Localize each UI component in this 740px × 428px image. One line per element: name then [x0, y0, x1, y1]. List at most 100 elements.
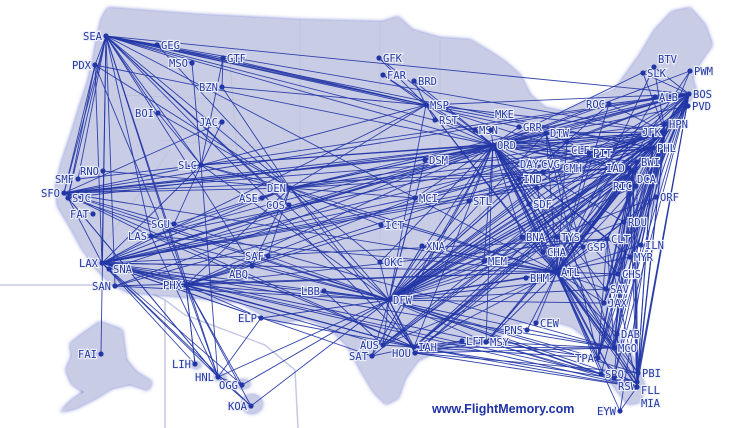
- airport-dot: [627, 254, 633, 260]
- airport-label: DSM: [429, 155, 448, 167]
- airport-label: CMH: [563, 163, 582, 175]
- route-den-mci: [289, 187, 416, 199]
- route-ord-alb: [492, 96, 656, 146]
- route-dfw-msy: [388, 299, 487, 343]
- watermark-text[interactable]: www.FlightMemory.com: [432, 402, 575, 416]
- airport-sjc: SJC: [65, 192, 92, 206]
- route-alb-bos: [654, 93, 690, 98]
- route-atl-cvg: [536, 187, 558, 273]
- airport-dot: [621, 219, 627, 225]
- route-boi-den: [157, 112, 291, 189]
- airport-dot: [564, 139, 570, 145]
- route-dfw-okc: [379, 261, 390, 301]
- route-slc-hnl: [200, 164, 219, 378]
- route-slc-msp: [200, 104, 427, 166]
- airport-dot: [523, 275, 529, 281]
- airport-dot: [634, 159, 640, 165]
- route-lax-mco: [101, 262, 615, 349]
- route-den-dfw: [289, 187, 390, 301]
- route-ogg-dfw: [241, 299, 390, 386]
- airport-msy: MSY: [483, 336, 511, 350]
- airport-dot: [651, 64, 657, 70]
- route-iah-lft: [413, 340, 463, 348]
- airport-dot: [483, 339, 489, 345]
- route-bzn-msp: [221, 86, 427, 106]
- route-atl-pns: [526, 271, 558, 331]
- route-iah-phx: [185, 284, 415, 348]
- airport-jax: JAX: [601, 297, 629, 311]
- airport-label: DEN: [267, 183, 286, 195]
- route-bos-rdu: [623, 93, 690, 223]
- route-jfk-cvg: [536, 131, 666, 189]
- airport-ord: ORD: [490, 139, 517, 153]
- airport-eyw: EYW: [596, 405, 623, 419]
- route-clt-mco: [606, 238, 615, 349]
- route-sfo-slc: [63, 164, 202, 194]
- airport-msp: MSP: [423, 99, 450, 113]
- route-dca-iah: [413, 170, 634, 348]
- route-dfw-lbb: [323, 290, 390, 301]
- airport-label: BTV: [658, 54, 678, 66]
- route-jfk-srq: [600, 131, 666, 375]
- airport-dot: [626, 165, 632, 171]
- airport-dot: [412, 350, 418, 356]
- route-geg-den: [156, 44, 291, 189]
- route-lax-las: [101, 235, 152, 264]
- airport-label: SJC: [72, 193, 91, 205]
- airport-dot: [662, 129, 668, 135]
- airport-dot: [614, 331, 620, 337]
- airport-dot: [634, 384, 640, 390]
- airport-sat: SAT: [348, 350, 375, 364]
- airport-label: BNA: [526, 232, 546, 244]
- airport-elp: ELP: [237, 312, 264, 326]
- airport-label: JFK: [642, 127, 662, 139]
- airport-label: SAN: [92, 281, 111, 293]
- airport-smf: SMF: [54, 173, 81, 187]
- airport-label: RDU: [628, 217, 647, 229]
- route-mia-eyw: [619, 386, 638, 412]
- route-bos-bwi: [636, 93, 690, 163]
- route-mia-iah: [413, 346, 638, 388]
- route-ord-stl: [468, 144, 494, 202]
- airport-ogg: OGG: [218, 379, 245, 393]
- route-dca-sav: [605, 170, 634, 290]
- route-msp-far: [382, 74, 427, 106]
- airport-tys: TYS: [554, 231, 581, 245]
- airport-aus: AUS: [359, 339, 386, 353]
- airport-dot: [516, 124, 522, 130]
- airport-label: SLK: [647, 68, 667, 80]
- route-pdx-lax: [94, 64, 103, 264]
- airport-label: ABQ: [229, 269, 248, 281]
- airport-label: BHM: [530, 273, 549, 285]
- airport-myr: MYR: [627, 251, 655, 265]
- route-jfk-iln: [640, 131, 666, 246]
- airport-dot: [633, 183, 639, 189]
- airport-ase: ASE: [238, 192, 265, 206]
- airport-xna: XNA: [419, 240, 447, 254]
- airport-label: MSP: [430, 100, 449, 112]
- route-dfw-iah: [388, 299, 415, 348]
- route-slc-dfw: [200, 164, 390, 301]
- route-mso-sea: [105, 35, 193, 64]
- route-iah-sfo: [63, 192, 415, 348]
- route-mco-iah: [413, 346, 615, 349]
- airport-dot: [630, 168, 636, 174]
- airport-roc: ROC: [585, 98, 612, 112]
- route-lax-lih: [101, 262, 196, 365]
- route-bos-roc: [608, 93, 690, 105]
- route-msp-brd: [413, 80, 427, 106]
- airport-iad: IAD: [605, 162, 632, 176]
- airport-label: ICT: [385, 220, 405, 232]
- route-gtf-slc: [200, 57, 224, 166]
- airport-label: FAT: [70, 209, 90, 221]
- airport-label: SGU: [151, 219, 170, 231]
- route-jfk-mem: [483, 131, 666, 262]
- route-dtw-atl: [545, 132, 558, 273]
- route-clt-mia: [606, 238, 638, 388]
- route-den-atl: [289, 187, 558, 273]
- airport-dot: [603, 286, 609, 292]
- airport-label: KOA: [228, 401, 248, 413]
- airport-atl: ATL: [554, 266, 581, 280]
- airport-pit: PIT: [586, 147, 614, 161]
- route-hnl-koa: [217, 376, 252, 407]
